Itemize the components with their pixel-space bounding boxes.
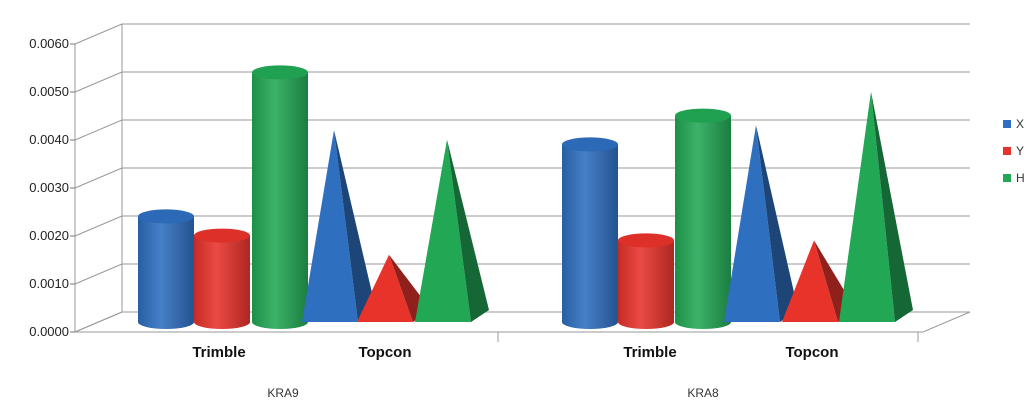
gridline-depth bbox=[74, 167, 123, 189]
station-label: KRA8 bbox=[687, 386, 719, 400]
legend: XYH bbox=[1003, 117, 1025, 185]
y-tick-label: 0.0030 bbox=[29, 180, 69, 195]
y-tick-label: 0.0010 bbox=[29, 276, 69, 291]
mark-kra8-trimble-y bbox=[618, 233, 674, 329]
mark-kra9-topcon-h bbox=[415, 139, 489, 322]
mark-kra9-trimble-h bbox=[252, 65, 308, 330]
legend-swatch bbox=[1003, 147, 1011, 155]
station-label: KRA9 bbox=[267, 386, 299, 400]
y-tick-label: 0.0000 bbox=[29, 324, 69, 339]
x-axis-labels: Trimble Topcon KRA9 Trimble Topcon KRA8 bbox=[192, 344, 838, 400]
mark-kra9-topcon-x bbox=[302, 130, 376, 322]
chart-marks bbox=[138, 65, 913, 330]
legend-label: Y bbox=[1016, 144, 1024, 158]
instrument-label: Trimble bbox=[192, 344, 245, 361]
mark-kra9-trimble-x bbox=[138, 209, 194, 329]
gridline-depth bbox=[74, 71, 123, 93]
y-tick-label: 0.0040 bbox=[29, 132, 69, 147]
gridline-depth bbox=[74, 311, 123, 333]
gridline-depth bbox=[74, 119, 123, 141]
instrument-label: Topcon bbox=[358, 344, 411, 361]
mark-kra8-topcon-x bbox=[724, 125, 798, 322]
y-tick-label: 0.0050 bbox=[29, 84, 69, 99]
y-tick-label: 0.0060 bbox=[29, 36, 69, 51]
legend-label: X bbox=[1016, 117, 1024, 131]
legend-label: H bbox=[1016, 171, 1025, 185]
mark-kra8-topcon-h bbox=[839, 91, 913, 322]
mark-kra8-trimble-h bbox=[675, 108, 731, 329]
y-tick-label: 0.0020 bbox=[29, 228, 69, 243]
instrument-label: Trimble bbox=[623, 344, 676, 361]
y-axis-ticks: 0.0000 0.0010 0.0020 0.0030 0.0040 0.0050 0.00… bbox=[29, 36, 69, 339]
mark-kra8-trimble-x bbox=[562, 137, 618, 329]
legend-item-y: Y bbox=[1003, 144, 1024, 158]
legend-swatch bbox=[1003, 174, 1011, 182]
legend-swatch bbox=[1003, 120, 1011, 128]
instrument-label: Topcon bbox=[785, 344, 838, 361]
gridline-depth bbox=[74, 263, 123, 285]
legend-item-x: X bbox=[1003, 117, 1024, 131]
mark-kra9-trimble-y bbox=[194, 228, 250, 329]
gridline-depth bbox=[74, 23, 123, 45]
gridline-depth bbox=[74, 215, 123, 237]
legend-item-h: H bbox=[1003, 171, 1025, 185]
